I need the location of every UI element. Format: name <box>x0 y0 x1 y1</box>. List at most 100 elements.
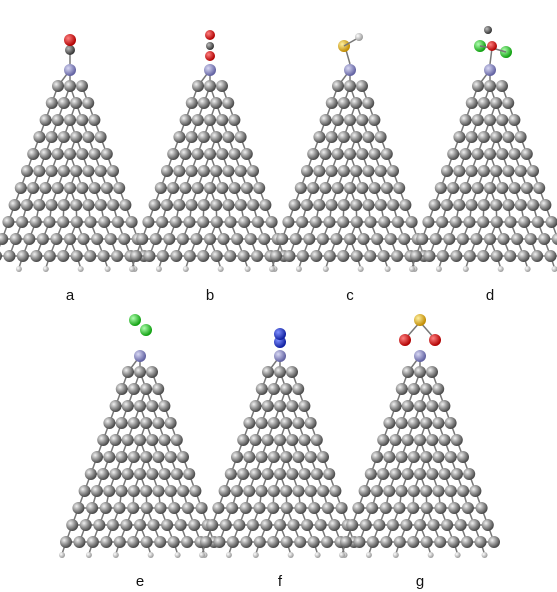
bond <box>345 49 351 65</box>
carbon <box>470 233 483 245</box>
carbon <box>216 114 229 126</box>
atom <box>414 314 426 326</box>
carbon <box>255 451 268 463</box>
carbon <box>374 165 387 177</box>
carbon <box>88 182 101 194</box>
carbon <box>72 502 85 514</box>
carbon <box>407 383 420 395</box>
carbon <box>167 182 180 194</box>
carbon <box>170 468 183 480</box>
carbon <box>337 216 350 228</box>
carbon <box>100 182 113 194</box>
carbon <box>251 216 264 228</box>
carbon <box>260 519 273 531</box>
carbon <box>374 199 387 211</box>
carbon <box>502 97 515 109</box>
carbon <box>76 80 88 92</box>
carbon <box>14 182 27 194</box>
carbon <box>350 97 363 109</box>
carbon <box>475 502 488 514</box>
hydrogen <box>287 552 294 558</box>
carbon <box>94 199 107 211</box>
carbon <box>294 182 307 194</box>
carbon <box>357 233 370 245</box>
carbon <box>321 536 334 548</box>
carbon <box>443 233 456 245</box>
carbon <box>356 80 368 92</box>
carbon <box>317 451 329 463</box>
carbon <box>377 250 390 262</box>
carbon <box>152 451 165 463</box>
carbon <box>226 536 239 548</box>
carbon <box>253 536 266 548</box>
carbon <box>107 199 120 211</box>
carbon <box>362 165 375 177</box>
carbon <box>502 165 515 177</box>
carbon <box>514 165 527 177</box>
carbon <box>432 417 445 429</box>
carbon <box>477 199 490 211</box>
carbon <box>91 451 103 463</box>
carbon <box>362 199 375 211</box>
carbon <box>300 199 313 211</box>
carbon <box>161 519 174 531</box>
carbon <box>239 502 252 514</box>
carbon <box>447 182 460 194</box>
carbon <box>76 182 89 194</box>
carbon <box>88 148 101 160</box>
carbon <box>386 519 399 531</box>
carbon <box>296 216 309 228</box>
carbon <box>465 199 478 211</box>
carbon <box>368 114 381 126</box>
hydrogen <box>217 266 224 272</box>
hydrogen <box>409 266 415 272</box>
carbon <box>50 233 63 245</box>
carbon <box>57 131 70 143</box>
carbon <box>379 502 392 514</box>
carbon <box>212 502 225 514</box>
carbon <box>267 502 280 514</box>
carbon <box>383 485 396 497</box>
atom <box>487 41 497 51</box>
carbon <box>402 366 414 378</box>
carbon <box>401 400 414 412</box>
carbon <box>109 468 122 480</box>
carbon <box>45 97 58 109</box>
carbon <box>127 417 140 429</box>
carbon <box>100 536 113 548</box>
carbon <box>253 182 266 194</box>
carbon <box>434 536 447 548</box>
carbon <box>136 233 149 245</box>
carbon <box>66 519 79 531</box>
carbon <box>407 536 420 548</box>
carbon <box>340 536 352 548</box>
carbon <box>389 434 402 446</box>
carbon <box>192 80 204 92</box>
hydrogen <box>147 552 154 558</box>
carbon <box>134 400 146 412</box>
carbon <box>152 485 165 497</box>
nitrogen <box>484 64 496 76</box>
carbon <box>332 80 344 92</box>
carbon <box>344 114 356 126</box>
hydrogen <box>392 552 399 558</box>
carbon <box>484 233 496 245</box>
carbon <box>219 519 232 531</box>
carbon <box>286 434 299 446</box>
carbon <box>304 485 317 497</box>
carbon <box>407 502 420 514</box>
carbon <box>414 366 426 378</box>
carbon <box>70 216 83 228</box>
carbon <box>344 182 356 194</box>
carbon <box>517 250 530 262</box>
carbon <box>259 199 272 211</box>
carbon <box>459 114 472 126</box>
carbon <box>296 250 309 262</box>
carbon <box>378 216 391 228</box>
carbon <box>457 485 470 497</box>
carbon <box>426 468 439 480</box>
carbon <box>527 165 539 177</box>
carbon <box>358 485 371 497</box>
carbon <box>484 80 496 92</box>
carbon <box>465 131 478 143</box>
